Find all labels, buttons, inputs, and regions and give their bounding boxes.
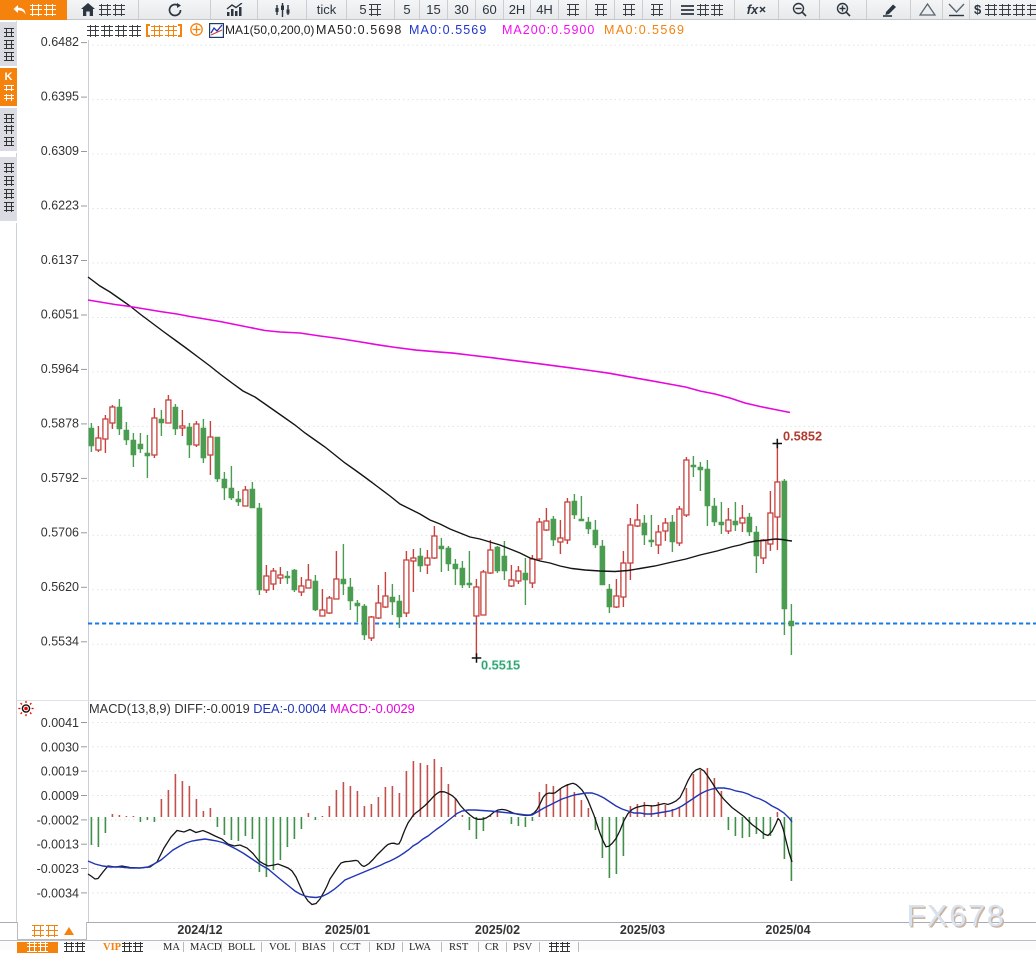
svg-text:0.6395: 0.6395 (41, 90, 79, 104)
svg-text:0.5852: 0.5852 (783, 429, 822, 444)
svg-text:MACD(13,8,9) DIFF:-0.0019 DEA:: MACD(13,8,9) DIFF:-0.0019 DEA:-0.0004 MA… (89, 701, 415, 716)
svg-text:0.5878: 0.5878 (41, 416, 79, 430)
svg-text:FX678: FX678 (907, 898, 1006, 933)
svg-text:2024/12: 2024/12 (177, 923, 222, 937)
svg-text:FX678: FX678 (908, 900, 1007, 935)
svg-text:0.0009: 0.0009 (41, 789, 79, 803)
svg-text:0.6482: 0.6482 (41, 35, 79, 49)
svg-text:2025/01: 2025/01 (325, 923, 370, 937)
svg-text:0.5792: 0.5792 (41, 471, 79, 485)
svg-text:0.5964: 0.5964 (41, 362, 79, 376)
svg-text:0.5706: 0.5706 (41, 525, 79, 539)
svg-text:0.6051: 0.6051 (41, 308, 79, 322)
svg-text:0.6223: 0.6223 (41, 199, 79, 213)
svg-text:-0.0023: -0.0023 (37, 862, 79, 876)
svg-text:2025/02: 2025/02 (475, 923, 520, 937)
svg-text:0.5534: 0.5534 (41, 634, 79, 648)
svg-text:0.6309: 0.6309 (41, 144, 79, 158)
svg-text:2025/03: 2025/03 (620, 923, 665, 937)
svg-text:2025/04: 2025/04 (765, 923, 810, 937)
svg-text:-0.0034: -0.0034 (37, 886, 79, 900)
svg-text:0.5620: 0.5620 (41, 580, 79, 594)
svg-text:-0.0002: -0.0002 (37, 813, 79, 827)
svg-text:0.0041: 0.0041 (41, 716, 79, 730)
svg-text:0.0030: 0.0030 (41, 740, 79, 754)
svg-text:-0.0013: -0.0013 (37, 838, 79, 852)
svg-text:0.0019: 0.0019 (41, 765, 79, 779)
svg-text:0.5515: 0.5515 (481, 658, 520, 673)
svg-text:0.6137: 0.6137 (41, 253, 79, 267)
